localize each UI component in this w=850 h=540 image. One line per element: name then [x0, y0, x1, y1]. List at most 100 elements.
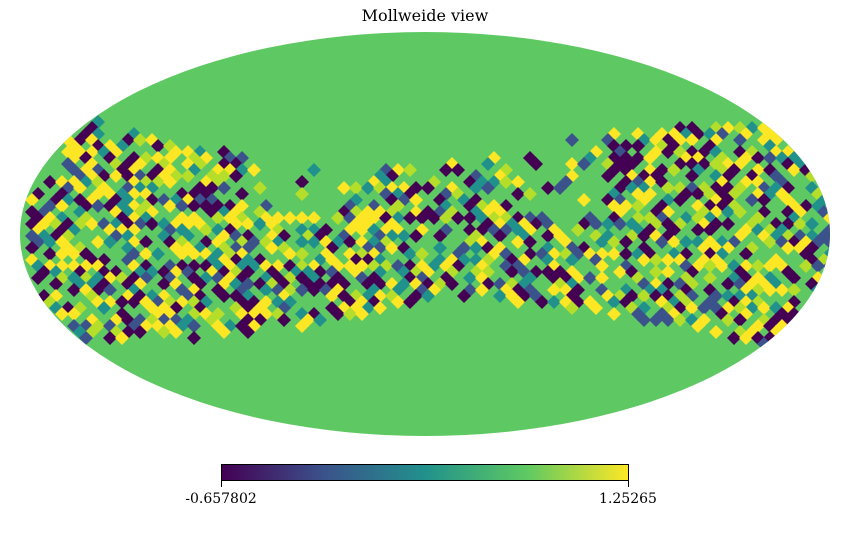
map-pixel [721, 217, 735, 231]
map-pixel [697, 301, 711, 315]
map-pixel [607, 295, 621, 309]
map-pixel [631, 139, 645, 153]
map-pixel [613, 217, 627, 231]
map-pixel [427, 211, 441, 225]
map-pixel [607, 247, 621, 261]
pixel-layer [25, 115, 830, 351]
map-pixel [475, 283, 489, 297]
map-pixel [505, 265, 519, 279]
map-pixel [307, 283, 321, 297]
map-title: Mollweide view [361, 6, 489, 25]
map-pixel [331, 211, 345, 225]
map-pixel [295, 187, 309, 201]
map-pixel [523, 235, 537, 249]
map-pixel [679, 235, 693, 249]
map-pixel [727, 331, 741, 345]
map-pixel [637, 289, 651, 303]
map-pixel [403, 247, 417, 261]
map-pixel [253, 181, 267, 195]
map-pixel [619, 235, 633, 249]
map-pixel [433, 241, 447, 255]
map-pixel [241, 325, 255, 339]
map-pixel [439, 163, 453, 177]
map-pixel [415, 247, 429, 261]
map-pixel [709, 325, 723, 339]
map-pixel [499, 175, 513, 189]
map-pixel [157, 277, 171, 291]
map-pixel [403, 295, 417, 309]
map-pixel [295, 283, 309, 297]
map-pixel [343, 235, 357, 249]
map-pixel [199, 223, 213, 237]
map-pixel [511, 187, 525, 201]
map-pixel [589, 301, 603, 315]
map-pixel [91, 235, 105, 249]
map-pixel [607, 235, 621, 249]
map-pixel [655, 235, 669, 249]
map-pixel [49, 277, 63, 291]
map-pixel [649, 313, 663, 327]
map-pixel [67, 283, 81, 297]
map-pixel [673, 313, 687, 327]
map-pixel [595, 259, 609, 273]
map-pixel [451, 163, 465, 177]
map-pixel [247, 163, 261, 177]
map-pixel [667, 163, 681, 177]
map-pixel [787, 283, 801, 297]
map-pixel [349, 181, 363, 195]
map-pixel [385, 241, 399, 255]
map-pixel [31, 271, 45, 285]
map-pixel [307, 211, 321, 225]
map-pixel [295, 211, 309, 225]
map-pixel [439, 211, 453, 225]
map-pixel [691, 319, 705, 333]
map-pixel [703, 223, 717, 237]
map-pixel [745, 193, 759, 207]
colorbar-max-tick [628, 481, 629, 487]
map-pixel [409, 229, 423, 243]
map-pixel [337, 181, 351, 195]
colorbar [221, 464, 629, 481]
map-pixel [643, 151, 657, 165]
map-pixel [397, 229, 411, 243]
map-pixel [733, 133, 747, 147]
map-pixel [577, 193, 591, 207]
map-pixel [325, 289, 339, 303]
map-pixel [469, 241, 483, 255]
map-pixel [481, 157, 495, 171]
map-pixel [283, 211, 297, 225]
map-pixel [175, 247, 189, 261]
map-pixel [757, 301, 771, 315]
map-pixel [103, 331, 117, 345]
map-pixel [661, 145, 675, 159]
map-pixel [157, 325, 171, 339]
map-pixel [823, 211, 830, 225]
map-pixel [217, 325, 231, 339]
map-pixel [187, 331, 201, 345]
map-pixel [97, 301, 111, 315]
map-pixel [553, 181, 567, 195]
map-pixel [127, 295, 141, 309]
map-pixel [691, 187, 705, 201]
map-pixel [613, 265, 627, 279]
map-pixel [361, 181, 375, 195]
map-pixel [547, 295, 561, 309]
map-pixel [733, 313, 747, 327]
map-pixel [43, 247, 57, 261]
map-pixel [571, 223, 585, 237]
map-pixel [799, 259, 813, 273]
map-pixel [667, 235, 681, 249]
map-pixel [211, 211, 225, 225]
map-pixel [145, 217, 159, 231]
map-pixel [589, 217, 603, 231]
map-pixel [721, 313, 735, 327]
map-pixel [43, 175, 57, 189]
map-pixel [79, 331, 93, 345]
map-pixel [685, 169, 699, 183]
map-pixel [823, 235, 830, 249]
map-pixel [703, 259, 717, 273]
map-pixel [163, 175, 177, 189]
map-pixel [775, 283, 789, 297]
map-pixel [661, 181, 675, 195]
map-pixel [811, 259, 825, 273]
